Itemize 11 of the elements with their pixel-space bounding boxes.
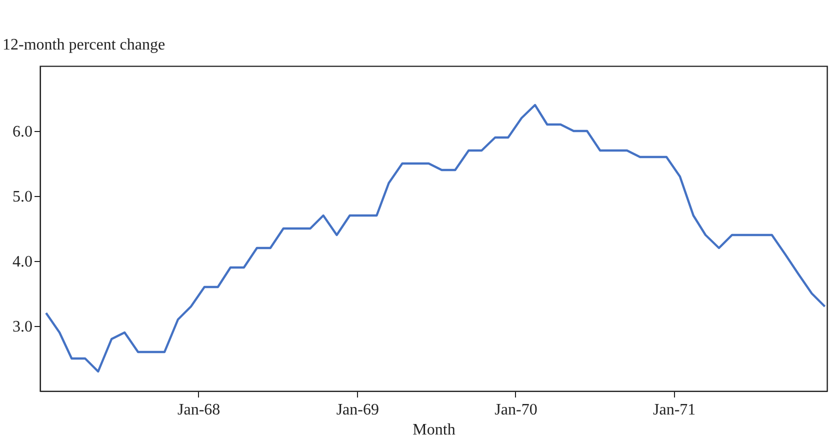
y-tick-label: 6.0	[12, 124, 32, 140]
x-axis-title: Month	[412, 422, 456, 438]
y-tick-label: 5.0	[12, 188, 32, 206]
y-tick-label: 3.0	[12, 318, 32, 336]
y-axis-title: 12-month percent change	[2, 36, 166, 54]
x-tick-label: Jan-69	[336, 402, 379, 418]
y-tick-label: 4.0	[12, 254, 32, 270]
x-tick-label: Jan-70	[494, 402, 538, 418]
x-tick-label: Jan-71	[653, 402, 696, 418]
line-series	[44, 104, 826, 373]
x-tick-label: Jan-68	[178, 402, 220, 418]
